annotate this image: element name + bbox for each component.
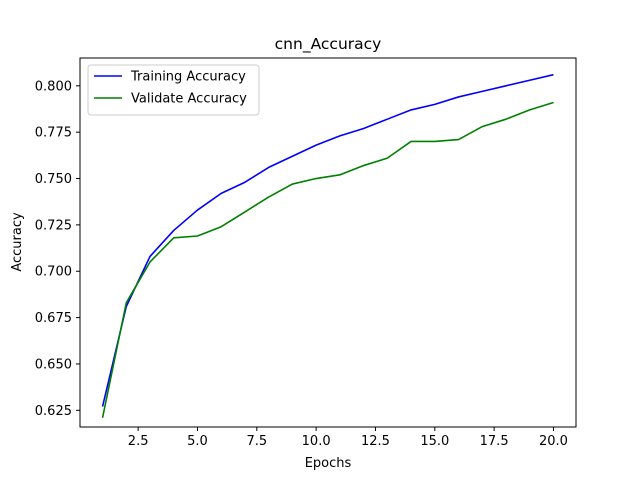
x-tick-label: 17.5 xyxy=(480,434,509,449)
legend-box xyxy=(87,64,260,116)
series-line-2 xyxy=(101,101,554,418)
legend: Training Accuracy Validate Accuracy xyxy=(87,64,260,116)
y-tick-label: 0.775 xyxy=(35,126,72,141)
x-tick-label: 7.5 xyxy=(246,434,267,449)
plot-area xyxy=(101,73,554,418)
x-tick-label: 15.0 xyxy=(420,434,449,449)
y-tick-label: 0.700 xyxy=(35,265,72,280)
x-axis-label: Epochs xyxy=(305,456,352,471)
legend-label-1: Training Accuracy xyxy=(130,70,246,85)
x-tick-label: 2.5 xyxy=(128,434,149,449)
series-line-1 xyxy=(101,73,554,407)
chart-title: cnn_Accuracy xyxy=(275,35,382,54)
y-tick-label: 0.625 xyxy=(35,404,72,419)
x-tick-label: 5.0 xyxy=(187,434,208,449)
y-tick-label: 0.750 xyxy=(35,172,72,187)
y-tick-label: 0.800 xyxy=(35,79,72,94)
y-axis-label: Accuracy xyxy=(10,212,25,272)
x-tick-label: 10.0 xyxy=(302,434,331,449)
y-tick-label: 0.725 xyxy=(35,218,72,233)
axes-frame xyxy=(79,57,577,428)
axes: 2.5 5.0 7.5 10.0 12.5 15.0 17.5 20.0 0.625 0.650 0… xyxy=(35,57,577,449)
legend-label-2: Validate Accuracy xyxy=(131,92,247,107)
y-tick-label: 0.650 xyxy=(35,357,72,372)
y-tick-label: 0.675 xyxy=(35,311,72,326)
x-tick-label: 12.5 xyxy=(361,434,390,449)
x-tick-label: 20.0 xyxy=(539,434,568,449)
